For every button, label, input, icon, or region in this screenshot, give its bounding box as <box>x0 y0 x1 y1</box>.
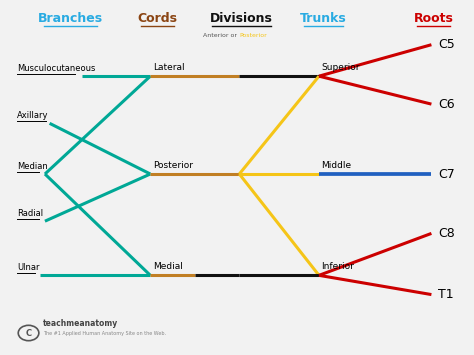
Text: C: C <box>26 328 32 338</box>
Text: C8: C8 <box>438 227 455 240</box>
Text: Trunks: Trunks <box>301 12 347 25</box>
Text: Superior: Superior <box>321 63 360 72</box>
Text: teachmeanatomy: teachmeanatomy <box>43 320 118 328</box>
Text: Posterior: Posterior <box>239 33 267 38</box>
Text: Musculocutaneous: Musculocutaneous <box>17 64 95 73</box>
Text: Middle: Middle <box>321 161 351 170</box>
Text: C5: C5 <box>438 38 455 51</box>
Text: Inferior: Inferior <box>321 262 354 271</box>
Text: Medial: Medial <box>153 262 182 271</box>
Text: Axillary: Axillary <box>17 111 48 120</box>
Text: Cords: Cords <box>137 12 177 25</box>
Text: Lateral: Lateral <box>153 63 184 72</box>
Text: Median: Median <box>17 162 47 170</box>
Text: Roots: Roots <box>414 12 454 25</box>
Text: The #1 Applied Human Anatomy Site on the Web.: The #1 Applied Human Anatomy Site on the… <box>43 332 165 337</box>
Text: T1: T1 <box>438 288 454 301</box>
Text: Ulnar: Ulnar <box>17 263 39 272</box>
Text: Divisions: Divisions <box>210 12 273 25</box>
Text: Posterior: Posterior <box>153 161 192 170</box>
Text: Radial: Radial <box>17 209 43 218</box>
Text: Branches: Branches <box>38 12 103 25</box>
Text: C7: C7 <box>438 168 455 180</box>
Text: Anterior or: Anterior or <box>203 33 239 38</box>
Text: C6: C6 <box>438 98 455 111</box>
